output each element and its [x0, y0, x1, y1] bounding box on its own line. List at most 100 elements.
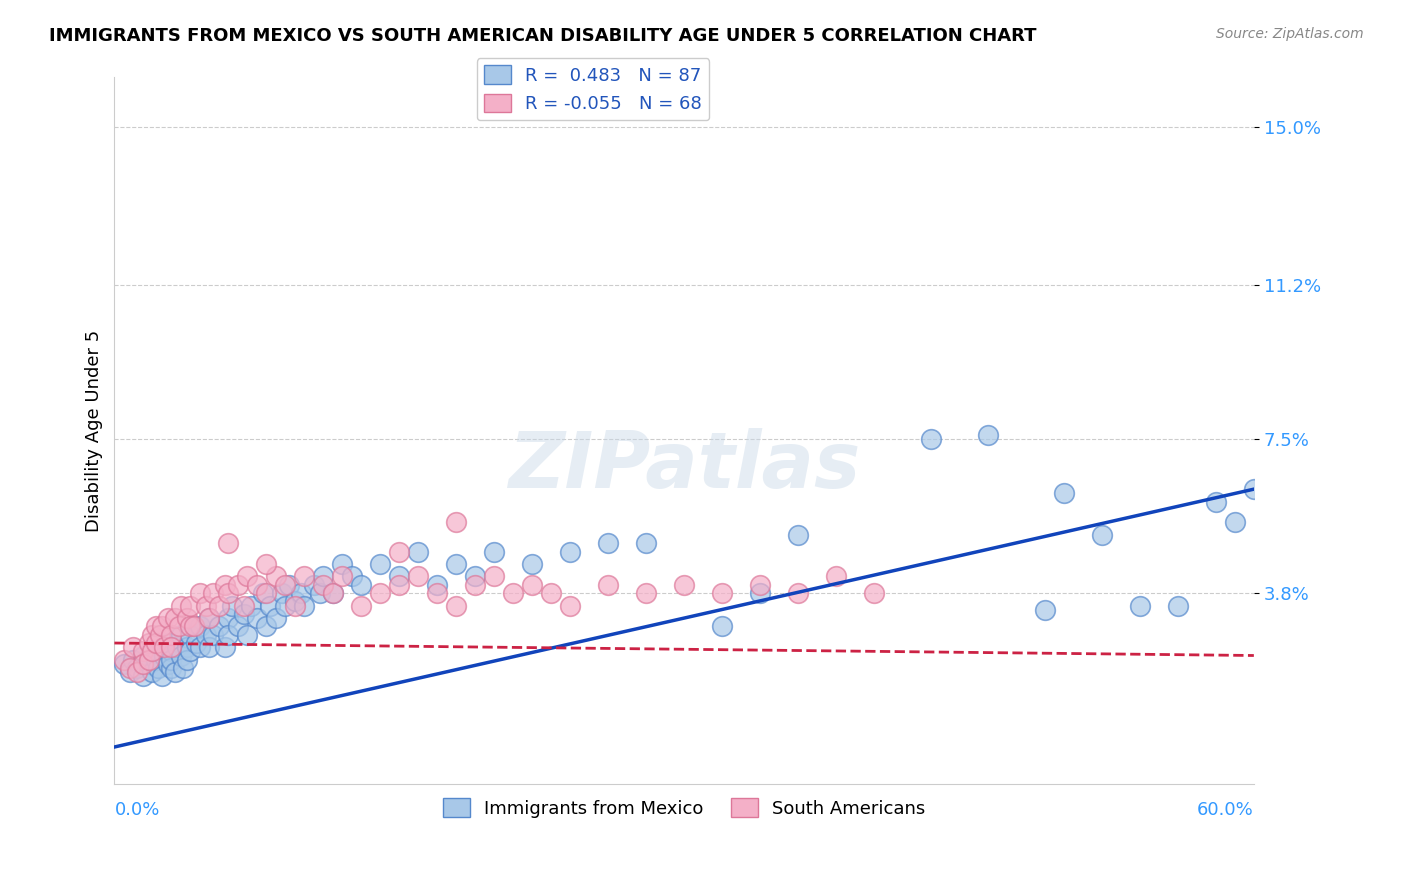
- Point: [340, 569, 363, 583]
- Point: [444, 557, 467, 571]
- Point: [502, 586, 524, 600]
- Point: [145, 619, 167, 633]
- Point: [977, 428, 1000, 442]
- Point: [145, 653, 167, 667]
- Point: [246, 611, 269, 625]
- Point: [426, 586, 449, 600]
- Text: 0.0%: 0.0%: [114, 801, 160, 819]
- Point: [1129, 599, 1152, 613]
- Point: [350, 599, 373, 613]
- Text: ZIPatlas: ZIPatlas: [508, 428, 860, 504]
- Point: [350, 578, 373, 592]
- Point: [863, 586, 886, 600]
- Point: [368, 586, 391, 600]
- Point: [1167, 599, 1189, 613]
- Point: [160, 653, 183, 667]
- Point: [302, 578, 325, 592]
- Point: [188, 640, 211, 655]
- Point: [236, 569, 259, 583]
- Point: [208, 619, 231, 633]
- Point: [172, 661, 194, 675]
- Point: [146, 661, 169, 675]
- Point: [330, 569, 353, 583]
- Point: [138, 636, 160, 650]
- Point: [312, 569, 335, 583]
- Point: [312, 578, 335, 592]
- Point: [711, 586, 734, 600]
- Text: IMMIGRANTS FROM MEXICO VS SOUTH AMERICAN DISABILITY AGE UNDER 5 CORRELATION CHAR: IMMIGRANTS FROM MEXICO VS SOUTH AMERICAN…: [49, 27, 1036, 45]
- Point: [1053, 486, 1076, 500]
- Y-axis label: Disability Age Under 5: Disability Age Under 5: [86, 330, 103, 532]
- Point: [1205, 494, 1227, 508]
- Point: [122, 640, 145, 655]
- Point: [184, 636, 207, 650]
- Point: [194, 599, 217, 613]
- Point: [132, 644, 155, 658]
- Point: [270, 586, 292, 600]
- Point: [170, 648, 193, 663]
- Point: [122, 653, 145, 667]
- Point: [825, 569, 848, 583]
- Point: [217, 628, 239, 642]
- Point: [160, 644, 183, 658]
- Point: [560, 544, 582, 558]
- Point: [188, 586, 211, 600]
- Point: [170, 599, 193, 613]
- Point: [179, 619, 201, 633]
- Point: [176, 640, 198, 655]
- Point: [165, 611, 187, 625]
- Point: [149, 628, 172, 642]
- Point: [254, 619, 277, 633]
- Point: [787, 528, 810, 542]
- Point: [274, 599, 297, 613]
- Point: [236, 628, 259, 642]
- Point: [711, 619, 734, 633]
- Point: [166, 640, 188, 655]
- Point: [202, 628, 225, 642]
- Point: [141, 628, 163, 642]
- Point: [406, 569, 429, 583]
- Point: [183, 619, 205, 633]
- Point: [330, 557, 353, 571]
- Point: [176, 653, 198, 667]
- Point: [254, 557, 277, 571]
- Point: [214, 640, 236, 655]
- Point: [150, 640, 173, 655]
- Point: [522, 578, 544, 592]
- Point: [484, 569, 506, 583]
- Point: [226, 619, 249, 633]
- Text: Source: ZipAtlas.com: Source: ZipAtlas.com: [1216, 27, 1364, 41]
- Point: [160, 628, 183, 642]
- Point: [221, 599, 243, 613]
- Point: [368, 557, 391, 571]
- Point: [141, 644, 163, 658]
- Point: [217, 611, 239, 625]
- Point: [232, 607, 254, 621]
- Point: [141, 644, 163, 658]
- Point: [138, 653, 160, 667]
- Point: [179, 599, 201, 613]
- Point: [598, 536, 620, 550]
- Point: [484, 544, 506, 558]
- Point: [179, 644, 201, 658]
- Point: [127, 665, 149, 680]
- Point: [464, 569, 486, 583]
- Point: [141, 665, 163, 680]
- Point: [176, 611, 198, 625]
- Point: [152, 648, 174, 663]
- Point: [388, 578, 411, 592]
- Point: [522, 557, 544, 571]
- Point: [274, 578, 297, 592]
- Point: [444, 599, 467, 613]
- Point: [259, 599, 281, 613]
- Point: [183, 619, 205, 633]
- Point: [118, 665, 141, 680]
- Point: [202, 586, 225, 600]
- Point: [152, 640, 174, 655]
- Point: [388, 544, 411, 558]
- Point: [112, 657, 135, 671]
- Point: [198, 611, 221, 625]
- Point: [290, 586, 312, 600]
- Point: [194, 628, 217, 642]
- Point: [127, 661, 149, 675]
